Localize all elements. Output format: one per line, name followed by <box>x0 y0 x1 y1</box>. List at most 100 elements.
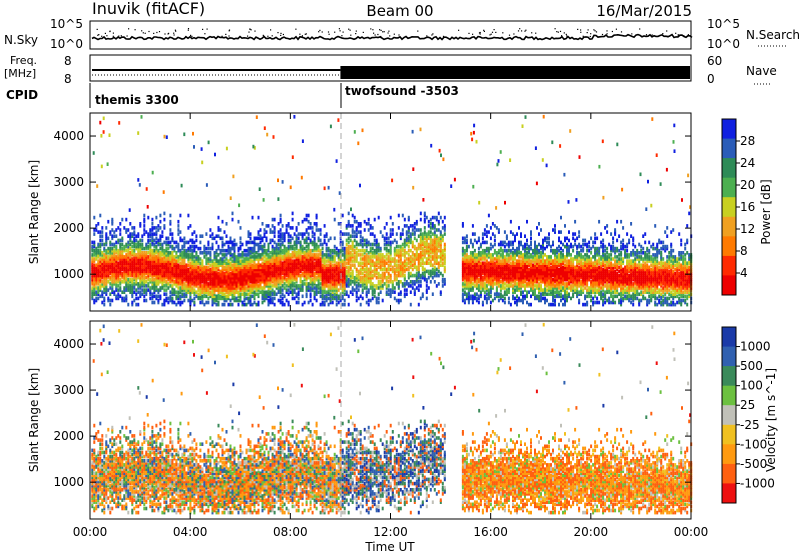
power-cell <box>227 259 230 263</box>
power-cell <box>151 263 154 267</box>
power-cell <box>91 292 94 296</box>
power-cell <box>159 296 162 301</box>
power-cell <box>159 259 162 263</box>
power-cell <box>359 234 362 238</box>
power-cell <box>231 255 234 259</box>
power-cell <box>231 284 234 288</box>
power-cell <box>173 255 176 259</box>
power-cell <box>285 288 288 292</box>
power-cell <box>93 257 96 261</box>
power-cell <box>249 302 252 307</box>
power-cell <box>193 265 196 270</box>
power-cell <box>417 288 420 292</box>
power-cell <box>125 257 128 261</box>
power-cell <box>301 282 304 286</box>
power-cell <box>281 240 284 245</box>
power-cell <box>117 263 120 267</box>
power-cell <box>355 280 358 284</box>
power-cell <box>233 253 236 257</box>
power-cell <box>233 292 236 296</box>
power-cell <box>381 257 384 261</box>
power-cell <box>385 261 388 265</box>
power-cell <box>251 255 254 259</box>
power-cell <box>255 242 258 247</box>
power-cell <box>219 282 222 286</box>
power-cell <box>477 236 480 241</box>
power-cell <box>271 261 274 265</box>
power-cell <box>361 296 364 301</box>
power-cell <box>315 269 318 274</box>
power-cell <box>407 257 410 261</box>
power-cell <box>127 286 130 290</box>
power-cell <box>155 251 158 255</box>
power-cell <box>343 255 346 259</box>
power-cell <box>237 253 240 257</box>
power-cell <box>243 302 246 307</box>
power-cell <box>129 234 132 238</box>
power-cell <box>255 267 258 272</box>
power-cell <box>199 294 202 299</box>
power-cell <box>305 282 308 286</box>
power-cell <box>313 271 316 276</box>
power-cell <box>335 284 338 288</box>
power-cell <box>153 288 156 292</box>
power-cell <box>431 255 434 259</box>
power-cell <box>507 248 510 253</box>
power-cell <box>155 275 158 280</box>
nsearch-point <box>101 35 103 37</box>
power-cell <box>247 265 250 270</box>
power-cell <box>369 275 372 280</box>
power-cell <box>297 263 300 267</box>
power-cell <box>305 244 308 249</box>
power-cell <box>341 242 344 247</box>
power-cell <box>259 275 262 280</box>
power-cell <box>165 255 168 259</box>
power-cell <box>263 284 266 288</box>
power-cell <box>111 222 114 226</box>
power-cell <box>173 280 176 284</box>
power-cell <box>391 232 394 236</box>
power-cell <box>163 267 166 272</box>
power-cell <box>99 267 102 272</box>
power-cell <box>103 284 106 288</box>
power-cell <box>319 251 322 255</box>
power-cell <box>353 275 356 280</box>
power-cell <box>275 275 278 280</box>
power-cell <box>217 244 220 249</box>
power-cell <box>467 255 470 259</box>
power-cell <box>237 255 240 259</box>
nsearch-point <box>517 30 520 32</box>
power-cell <box>235 298 238 303</box>
nsearch-point <box>318 31 320 33</box>
power-cell <box>183 294 186 299</box>
power-cell <box>205 265 208 270</box>
power-cell <box>329 288 332 292</box>
power-cell <box>313 273 316 278</box>
power-cell <box>509 261 512 265</box>
power-cell <box>133 232 136 236</box>
power-cell <box>317 238 320 243</box>
power-cell <box>311 277 314 282</box>
power-cell <box>353 257 356 261</box>
power-cell <box>111 217 114 222</box>
power-cell <box>153 226 156 230</box>
power-cell <box>125 242 128 247</box>
power-cell <box>91 253 94 257</box>
power-cell <box>415 219 418 224</box>
power-cell <box>269 238 272 243</box>
power-cell <box>167 282 170 286</box>
power-cell <box>509 255 512 259</box>
power-cell <box>403 294 406 299</box>
nsky-tick-bottom: 10^0 <box>50 37 83 51</box>
power-cell <box>245 261 248 265</box>
power-cell <box>317 265 320 270</box>
power-cell <box>207 246 210 251</box>
power-cell <box>261 269 264 274</box>
power-cell <box>119 273 122 278</box>
power-cell <box>339 259 342 263</box>
power-cell <box>135 244 138 249</box>
power-cell <box>281 261 284 265</box>
power-cell <box>263 273 266 278</box>
power-cell <box>351 228 354 232</box>
power-cell <box>399 280 402 284</box>
